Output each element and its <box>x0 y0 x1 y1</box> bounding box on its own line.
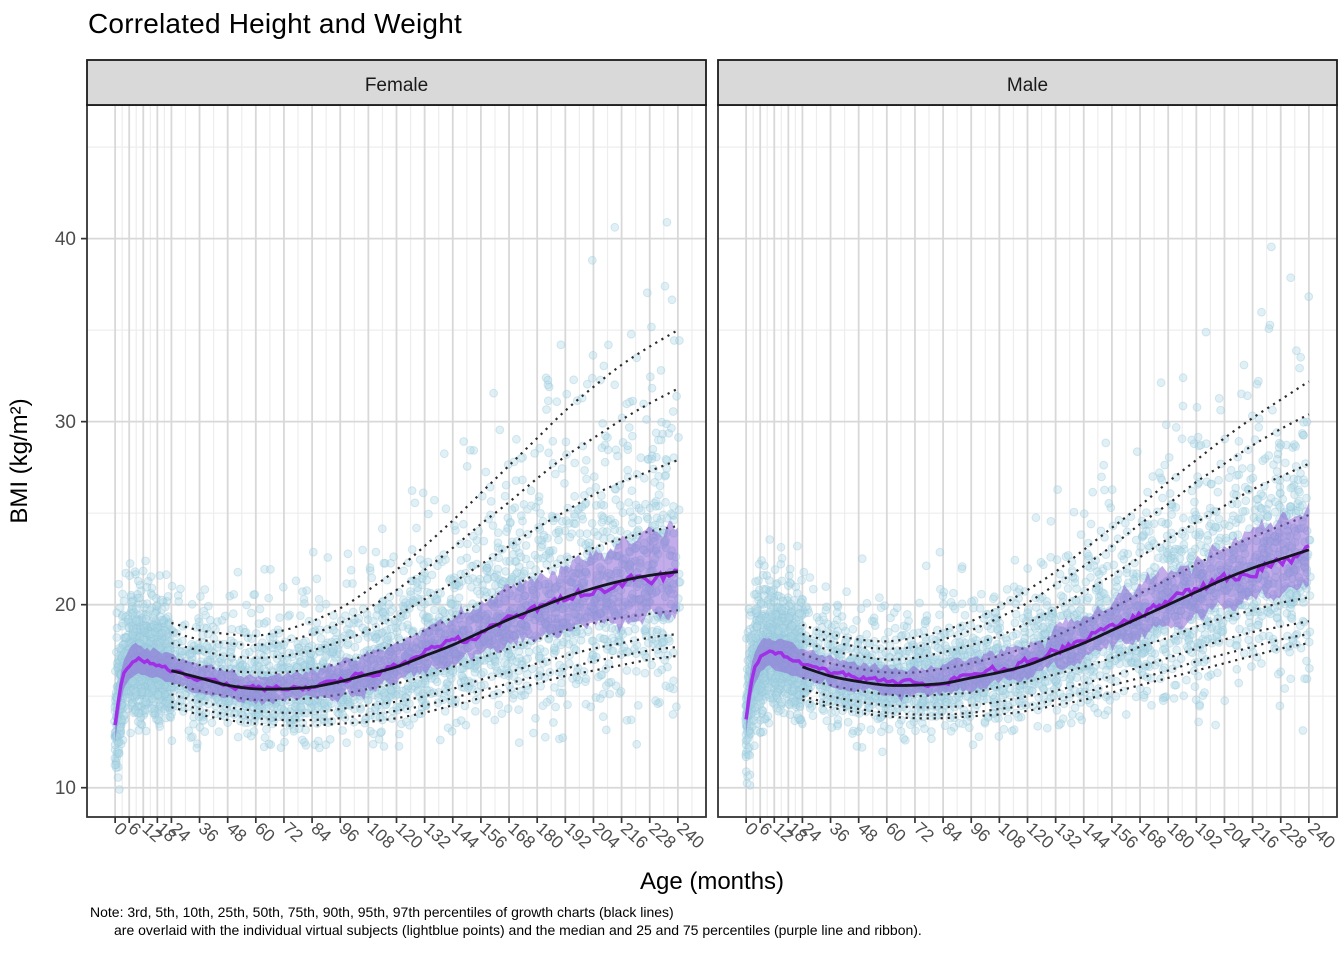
growth-percentile-p50 <box>171 570 679 691</box>
x-tick-label: 168 <box>1135 818 1170 852</box>
x-tick-label: 204 <box>589 818 624 853</box>
subject-iqr-ribbon <box>746 502 1309 735</box>
growth-percentile-p90 <box>171 459 679 659</box>
x-tick-label: 132 <box>1051 818 1086 852</box>
y-tick-label: 10 <box>55 778 76 799</box>
growth-percentile-p95 <box>171 387 679 647</box>
facet-strip-female <box>86 59 707 106</box>
growth-percentile-p95 <box>802 413 1310 650</box>
growth-percentile-p75 <box>171 524 679 674</box>
x-tick-label: 108 <box>995 818 1030 852</box>
facet-strip-male <box>717 59 1338 106</box>
y-tick-label: 40 <box>55 229 76 250</box>
x-tick-label: 240 <box>1304 818 1339 853</box>
x-tick-label: 120 <box>1023 818 1058 853</box>
x-tick-label: 156 <box>476 818 511 852</box>
x-axis-title: Age (months) <box>640 868 784 895</box>
x-tick-label: 228 <box>645 818 680 852</box>
x-tick-label: 180 <box>1164 818 1199 853</box>
growth-percentile-p90 <box>802 462 1310 661</box>
panel-female-content <box>87 105 706 817</box>
x-tick-label: 156 <box>1107 818 1142 852</box>
x-tick-label: 228 <box>1276 818 1311 852</box>
x-tick-label: 192 <box>1192 818 1227 852</box>
panel-male-content <box>718 105 1337 817</box>
x-tick-label: 132 <box>420 818 455 852</box>
y-tick-label: 20 <box>55 595 76 616</box>
x-tick-label: 192 <box>561 818 596 852</box>
facet-strip-female-label: Female <box>365 75 428 96</box>
x-tick-label: 144 <box>1079 818 1114 853</box>
x-tick-label: 108 <box>364 818 399 852</box>
gridlines <box>718 105 1337 817</box>
growth-percentile-p97 <box>171 329 679 638</box>
y-axis-ticks: 10 20 30 40 <box>55 229 87 799</box>
growth-percentile-p10 <box>171 632 679 715</box>
caption-note-line1: Note: 3rd, 5th, 10th, 25th, 50th, 75th, … <box>90 904 674 920</box>
x-tick-label: 216 <box>1248 818 1283 852</box>
facet-strips: Female Male <box>86 59 1338 106</box>
caption-note-line2: are overlaid with the individual virtual… <box>114 922 922 938</box>
x-tick-label: 120 <box>392 818 427 853</box>
y-tick-label: 30 <box>55 412 76 433</box>
x-tick-label: 216 <box>617 818 652 852</box>
growth-percentile-p3 <box>171 654 679 727</box>
x-tick-label: 180 <box>533 818 568 853</box>
growth-percentile-p10 <box>802 620 1310 709</box>
growth-percentile-p50 <box>801 548 1310 687</box>
y-axis-title: BMI (kg/m²) <box>6 398 33 523</box>
facet-strip-male-label: Male <box>1007 75 1048 96</box>
x-tick-label: 204 <box>1220 818 1255 853</box>
x-tick-label: 144 <box>448 818 483 853</box>
x-tick-label: 168 <box>504 818 539 852</box>
x-tick-label: 240 <box>673 818 708 853</box>
growth-percentile-p3 <box>802 642 1310 720</box>
growth-percentile-p5 <box>802 632 1310 716</box>
growth-percentile-p5 <box>171 645 679 722</box>
chart-title: Correlated Height and Weight <box>88 8 462 39</box>
caption-note: Note: 3rd, 5th, 10th, 25th, 50th, 75th, … <box>90 903 922 939</box>
